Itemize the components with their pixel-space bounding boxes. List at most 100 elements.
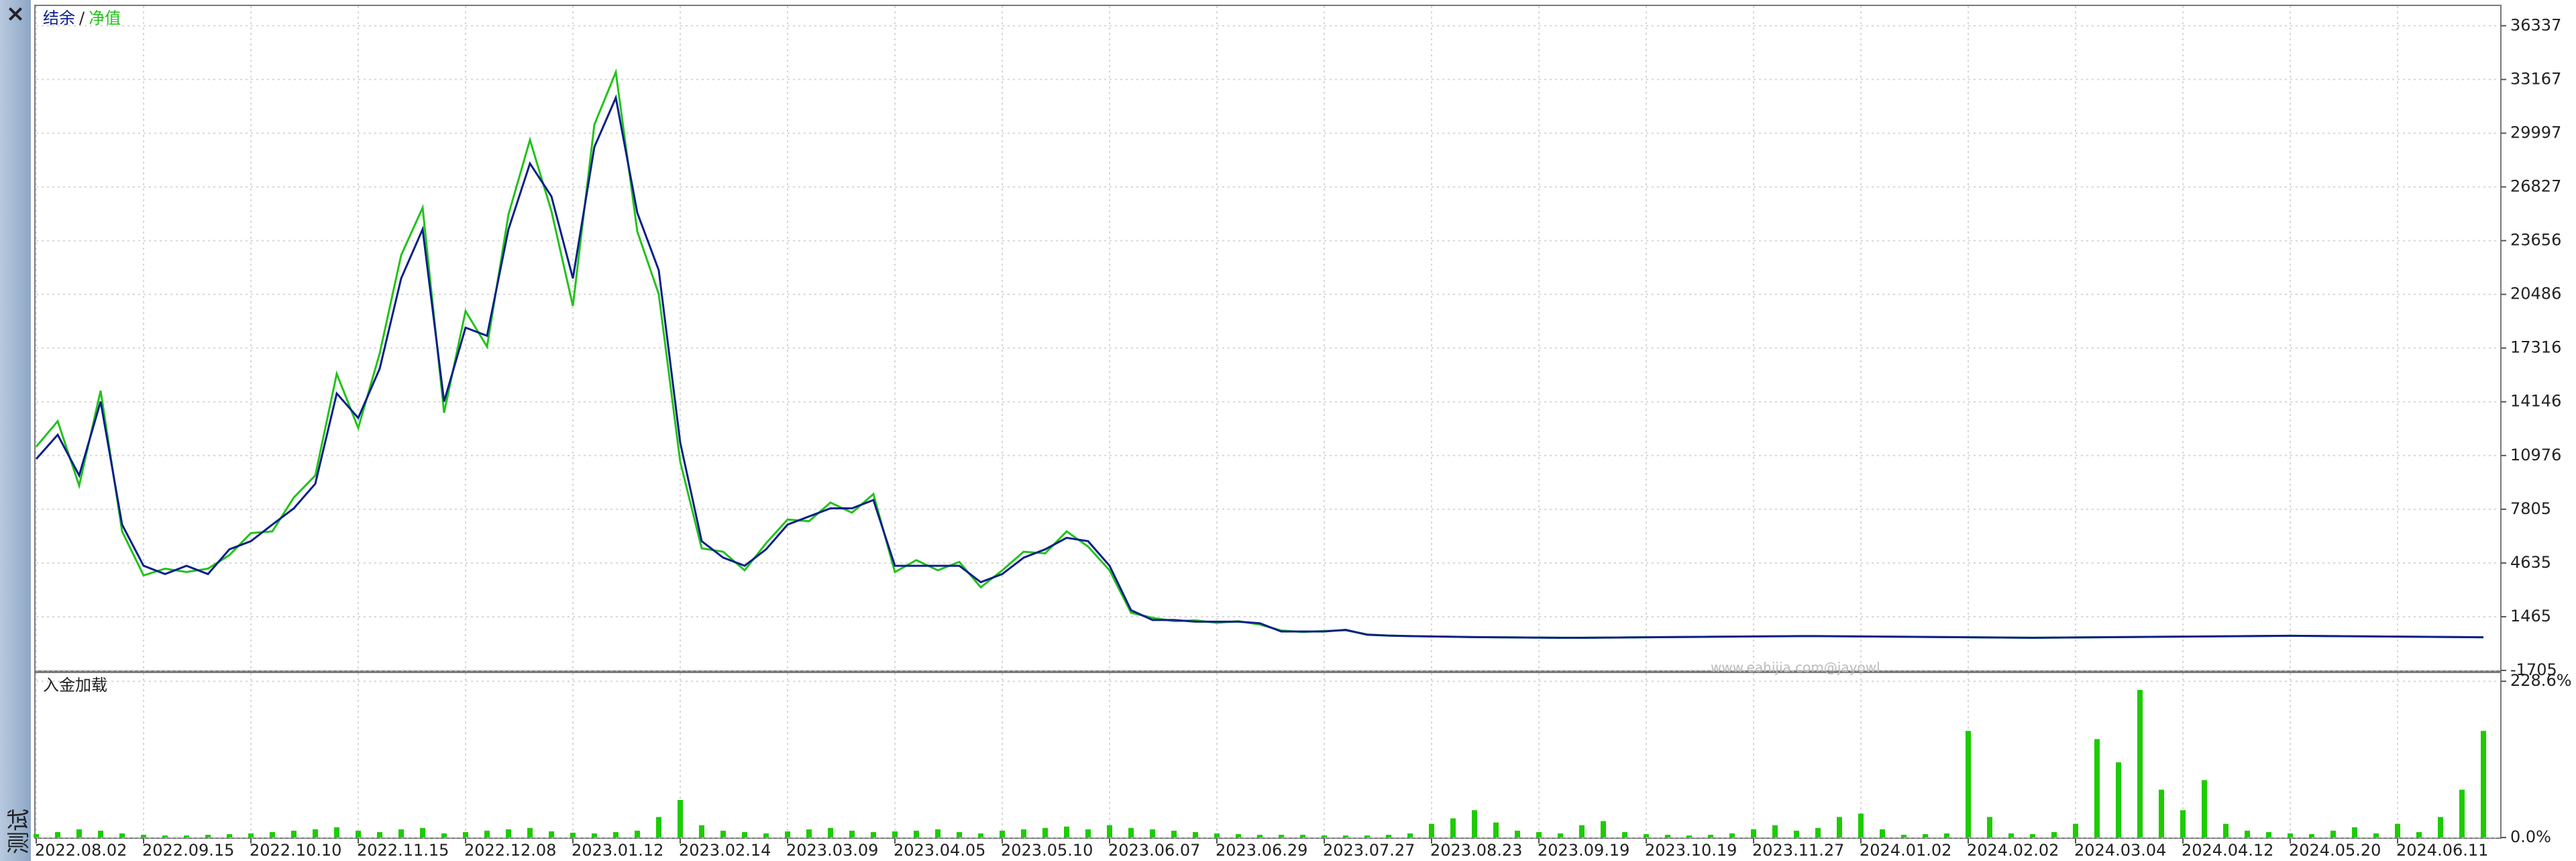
x-tick-label: 2023.07.27	[1323, 841, 1415, 860]
bar	[1064, 826, 1069, 838]
series-line	[35, 94, 2484, 639]
bar	[1601, 821, 1606, 838]
load-title: 入金加载	[43, 676, 107, 695]
bar	[441, 833, 447, 838]
load-panel	[34, 672, 2502, 839]
bar	[892, 831, 898, 838]
bar	[957, 831, 962, 838]
bar	[2030, 833, 2035, 838]
bar	[1472, 810, 1477, 838]
x-tick-label: 2023.06.07	[1108, 841, 1200, 860]
bar	[1944, 833, 1949, 838]
x-tick-label: 2022.10.10	[250, 841, 341, 860]
bar	[2395, 823, 2400, 838]
bar	[1579, 825, 1585, 838]
bar	[1901, 834, 1907, 838]
bar	[1300, 834, 1305, 838]
x-tick-label: 2023.08.23	[1430, 841, 1522, 860]
bar	[2202, 780, 2207, 838]
x-tick-label: 2023.02.14	[679, 841, 771, 860]
bar	[1343, 835, 1348, 838]
bar	[1729, 833, 1735, 838]
bar	[1407, 833, 1413, 838]
bar	[1085, 829, 1091, 838]
bar	[1536, 831, 1542, 838]
x-tick-label: 2023.09.19	[1538, 841, 1629, 860]
bar	[849, 830, 855, 838]
bar	[2416, 831, 2422, 838]
y-tick-label: 26827	[2510, 177, 2561, 196]
bar	[141, 834, 146, 838]
bar	[2288, 833, 2293, 838]
bar	[742, 831, 747, 838]
sidebar-label: 测试	[6, 809, 33, 854]
y-tick-label: 33167	[2510, 69, 2561, 88]
legend-equity: 净值	[89, 9, 121, 28]
bar	[1923, 833, 1928, 838]
bar	[914, 830, 919, 838]
bar	[420, 827, 425, 838]
bar	[978, 833, 983, 838]
bar	[463, 831, 468, 838]
y-tick-label: 1465	[2510, 607, 2551, 625]
bar	[334, 827, 339, 838]
bar	[613, 831, 619, 838]
bar	[2373, 833, 2379, 838]
bar	[1021, 829, 1026, 838]
bar	[227, 833, 232, 838]
sidebar	[0, 0, 31, 861]
bar	[1644, 833, 1649, 838]
bar	[1708, 834, 1713, 838]
bar	[828, 827, 833, 838]
x-tick-label: 2024.05.20	[2289, 841, 2381, 860]
y-tick-label: 7805	[2510, 499, 2551, 518]
bar	[1751, 829, 1756, 838]
bar	[1150, 829, 1155, 838]
bar	[1858, 813, 1864, 838]
y-tick-label: 29997	[2510, 123, 2561, 142]
legend: 结余 / 净值	[43, 9, 121, 28]
close-button[interactable]: ×	[6, 1, 25, 28]
bar	[1815, 827, 1821, 838]
x-tick-label: 2022.12.08	[464, 841, 556, 860]
bar	[76, 829, 82, 838]
bar	[1322, 835, 1327, 838]
bar	[98, 830, 103, 838]
x-tick-label: 2024.03.04	[2074, 841, 2166, 860]
bar	[1622, 831, 1627, 838]
y-tick-label: 10976	[2510, 446, 2561, 464]
bar	[1107, 825, 1112, 838]
bar	[270, 831, 275, 838]
bar	[1042, 827, 1048, 838]
bar	[55, 831, 60, 838]
bar	[1450, 818, 1456, 838]
y-tick-label: 23656	[2510, 231, 2561, 250]
watermark: www.eahijia.com@jayowl	[1711, 660, 1880, 676]
bar	[1665, 834, 1670, 838]
x-tick-label: 2023.04.05	[894, 841, 985, 860]
bar	[2266, 831, 2271, 838]
bar	[2309, 833, 2314, 838]
bar	[871, 831, 876, 838]
bar	[1214, 833, 1220, 838]
x-tick-label: 2022.09.15	[142, 841, 234, 860]
bar	[2223, 823, 2229, 838]
bar	[549, 831, 554, 838]
bar	[2330, 830, 2336, 838]
bar	[678, 799, 683, 838]
y-tick-label: 17316	[2510, 338, 2561, 357]
bar	[635, 830, 640, 838]
bar	[570, 832, 576, 838]
y-tick-label: 228.6%	[2510, 671, 2572, 690]
bar	[656, 817, 661, 838]
bar	[484, 830, 490, 838]
bar	[1279, 834, 1284, 838]
x-tick-label: 2024.06.11	[2396, 841, 2488, 860]
bar	[1794, 830, 1799, 838]
bar	[1515, 830, 1520, 838]
bar	[2438, 817, 2443, 838]
y-tick-label: -1705	[2510, 660, 2557, 679]
bar	[1880, 829, 1885, 838]
bar	[1966, 731, 1971, 838]
bar	[1493, 822, 1499, 838]
